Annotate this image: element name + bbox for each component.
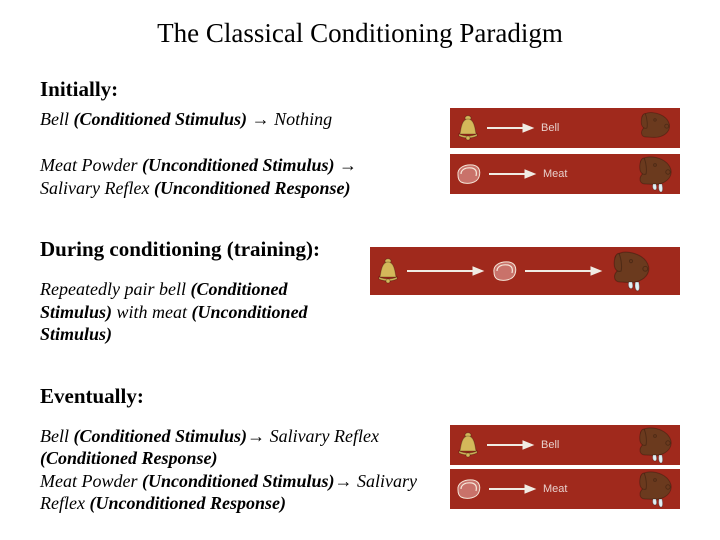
meat-icon — [455, 161, 483, 187]
dog-salivating-icon — [635, 425, 675, 465]
meat-icon — [491, 258, 519, 284]
arrow-icon — [489, 484, 537, 494]
line-initially-2: Meat Powder (Unconditioned Stimulus) → S… — [40, 154, 410, 199]
page-title: The Classical Conditioning Paradigm — [40, 18, 680, 49]
heading-initially: Initially: — [40, 77, 680, 102]
line-eventually-1: Bell (Conditioned Stimulus)→ Salivary Re… — [40, 425, 440, 470]
bell-icon — [455, 114, 481, 142]
row-initially-bell: Bell (Conditioned Stimulus) → Nothing Be… — [40, 108, 680, 148]
panel-label-bell: Bell — [541, 122, 559, 134]
row-during: During conditioning (training): Repeated… — [40, 223, 680, 346]
dog-salivating-icon — [635, 154, 675, 194]
panel-meat-dog-2: Meat — [450, 469, 680, 509]
panel-bell-dog-2: Bell — [450, 425, 680, 465]
meat-icon — [455, 476, 483, 502]
line-initially-1: Bell (Conditioned Stimulus) → Nothing — [40, 108, 410, 131]
dog-salivating-icon — [635, 469, 675, 509]
arrow-icon — [407, 266, 485, 276]
panel-label-meat: Meat — [543, 483, 567, 495]
panel-label-bell: Bell — [541, 439, 559, 451]
dog-icon — [635, 110, 675, 146]
arrow-icon — [489, 169, 537, 179]
panel-label-meat: Meat — [543, 168, 567, 180]
line-during-1: Repeatedly pair bell (Conditioned Stimul… — [40, 278, 340, 346]
bell-icon — [375, 257, 401, 285]
panel-meat-dog-1: Meat — [450, 154, 680, 194]
heading-eventually: Eventually: — [40, 384, 680, 409]
heading-during: During conditioning (training): — [40, 237, 360, 262]
row-eventually: Bell (Conditioned Stimulus)→ Salivary Re… — [40, 425, 680, 515]
bell-icon — [455, 431, 481, 459]
arrow-icon — [525, 266, 603, 276]
arrow-icon — [487, 123, 535, 133]
row-initially-meat: Meat Powder (Unconditioned Stimulus) → S… — [40, 154, 680, 199]
arrow-icon — [487, 440, 535, 450]
panel-bell-meat-dog — [370, 247, 680, 295]
panel-bell-dog-1: Bell — [450, 108, 680, 148]
dog-salivating-icon — [609, 249, 653, 293]
line-eventually-2: Meat Powder (Unconditioned Stimulus)→ Sa… — [40, 470, 440, 515]
